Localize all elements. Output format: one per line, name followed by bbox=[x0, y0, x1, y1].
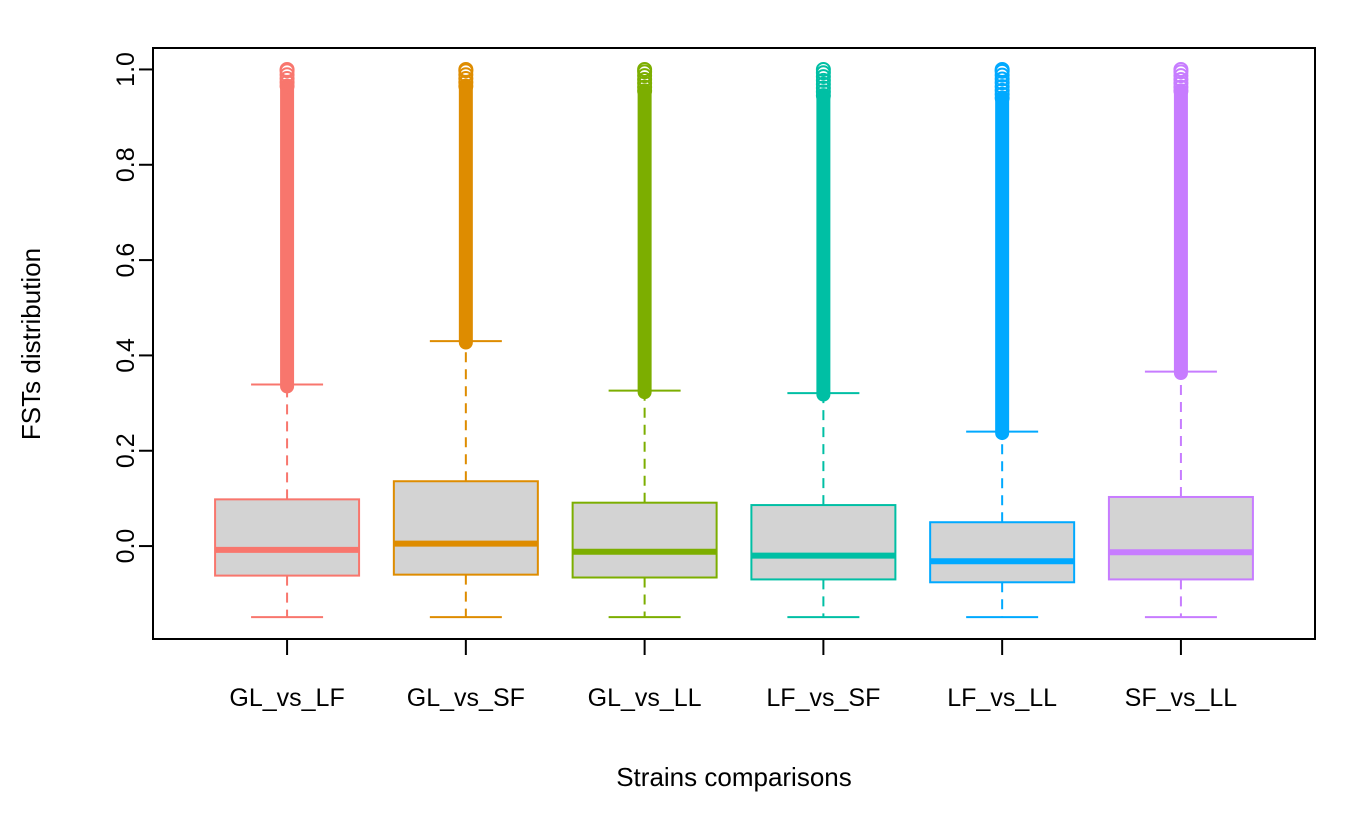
iqr-box bbox=[214, 498, 361, 577]
y-tick-label: 0.4 bbox=[112, 338, 140, 373]
outlier-point bbox=[994, 82, 1010, 98]
outlier-point bbox=[637, 68, 653, 84]
y-tick-label: 0.2 bbox=[112, 433, 140, 468]
outlier-point bbox=[815, 72, 831, 88]
box-group-GL_vs_LL bbox=[571, 61, 718, 619]
iqr-box bbox=[1107, 495, 1254, 581]
x-tick-label: SF_vs_LL bbox=[1125, 684, 1238, 712]
outlier-point bbox=[458, 78, 474, 94]
outlier-point bbox=[1173, 68, 1189, 84]
outlier-point bbox=[279, 78, 295, 94]
iqr-box bbox=[929, 521, 1076, 584]
boxes-layer bbox=[214, 61, 1254, 619]
x-axis-title: Strains comparisons bbox=[616, 762, 852, 792]
outlier-point bbox=[994, 90, 1010, 106]
outlier-max-point bbox=[815, 61, 831, 77]
iqr-box bbox=[571, 501, 718, 579]
outlier-point bbox=[994, 71, 1010, 87]
outlier-point bbox=[1173, 71, 1189, 87]
outlier-point bbox=[637, 83, 653, 99]
iqr-box bbox=[392, 480, 539, 576]
outlier-point bbox=[994, 67, 1010, 83]
outlier-point bbox=[994, 79, 1010, 95]
box-group-GL_vs_LF bbox=[214, 61, 361, 619]
iqr-box bbox=[750, 504, 897, 581]
outlier-point bbox=[279, 71, 295, 87]
outlier-point bbox=[458, 67, 474, 83]
y-axis-title: FSTs distribution bbox=[16, 248, 46, 440]
outlier-point bbox=[815, 80, 831, 96]
box-group-LF_vs_LL bbox=[929, 61, 1076, 619]
outlier-point bbox=[637, 71, 653, 87]
outlier-max-point bbox=[994, 61, 1010, 77]
outlier-max-point bbox=[1173, 61, 1189, 77]
outlier-point bbox=[815, 69, 831, 85]
box-group-GL_vs_SF bbox=[392, 61, 539, 619]
box-group-LF_vs_SF bbox=[750, 61, 897, 619]
outlier-max-point bbox=[279, 61, 295, 77]
outlier-max-point bbox=[637, 61, 653, 77]
outlier-point bbox=[994, 86, 1010, 102]
x-tick-label: GL_vs_SF bbox=[407, 684, 525, 712]
outlier-point bbox=[815, 88, 831, 104]
outlier-point bbox=[815, 84, 831, 100]
outlier-max-point bbox=[458, 61, 474, 77]
outlier-point bbox=[458, 71, 474, 87]
x-tick-label: GL_vs_LL bbox=[588, 684, 702, 712]
outlier-point bbox=[1173, 83, 1189, 99]
x-tick-label: GL_vs_LF bbox=[229, 684, 344, 712]
y-tick-label: 0.6 bbox=[112, 243, 140, 278]
y-tick-label: 0.8 bbox=[112, 147, 140, 182]
outlier-point bbox=[637, 79, 653, 95]
x-tick-label: LF_vs_SF bbox=[766, 684, 880, 712]
outlier-point bbox=[279, 67, 295, 83]
outlier-point bbox=[1173, 79, 1189, 95]
y-tick-label: 1.0 bbox=[112, 52, 140, 87]
x-axis: GL_vs_LF GL_vs_SF GL_vs_LL LF_vs_SF LF_vs_LL… bbox=[229, 639, 1237, 712]
outlier-point bbox=[815, 76, 831, 92]
y-axis: 0.0 0.2 0.4 0.6 0.8 1.0 bbox=[112, 52, 154, 564]
box-group-SF_vs_LL bbox=[1107, 61, 1254, 619]
y-tick-label: 0.0 bbox=[112, 529, 140, 564]
x-tick-label: LF_vs_LL bbox=[947, 684, 1057, 712]
